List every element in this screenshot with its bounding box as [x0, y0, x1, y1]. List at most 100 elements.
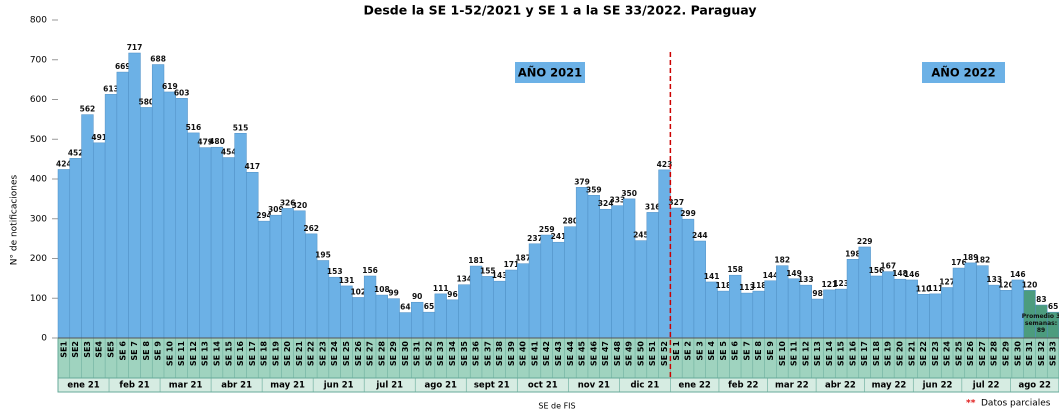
x-tick-label: SE 20: [283, 341, 292, 367]
bar: [670, 207, 683, 339]
y-axis-label: N° de notificaciones: [10, 174, 20, 265]
value-label: 562: [80, 105, 96, 114]
value-label: 187: [515, 254, 531, 263]
x-tick-label: SE 19: [271, 341, 280, 367]
bar: [693, 240, 706, 339]
value-label: 131: [339, 276, 355, 285]
value-label: 452: [68, 148, 84, 157]
bar: [940, 287, 954, 339]
month-label: oct 21: [528, 381, 558, 391]
x-tick-label: SE 33: [1049, 341, 1058, 366]
x-tick-label: SE5: [106, 341, 115, 358]
x-tick-label: SE 39: [507, 341, 516, 367]
x-tick-label: SE 18: [872, 341, 881, 367]
x-tick-label: SE 48: [613, 341, 622, 367]
bar: [399, 312, 412, 339]
x-tick-label: SE 16: [848, 341, 857, 367]
value-label: 64: [400, 303, 410, 312]
x-tick-label: SE 45: [578, 341, 587, 367]
y-tick-label: 400: [30, 175, 47, 185]
bar: [257, 220, 271, 339]
bar: [199, 147, 212, 339]
value-label: 127: [939, 278, 955, 287]
legend-label: Datos parciales: [981, 399, 1051, 409]
month-label: ene 22: [678, 381, 710, 391]
value-label: 359: [586, 185, 602, 194]
month-label: abr 22: [825, 381, 856, 391]
value-label: 156: [869, 266, 885, 275]
x-tick-label: SE 31: [413, 341, 422, 367]
bar: [846, 259, 860, 339]
value-label: 148: [892, 269, 908, 278]
month-label: jul 21: [375, 381, 403, 391]
bar: [799, 284, 812, 339]
value-label: 333: [610, 196, 626, 205]
x-tick-label: SE 7: [130, 341, 139, 361]
value-label: 83: [1036, 295, 1046, 304]
bar: [787, 278, 801, 339]
bar: [552, 241, 565, 339]
value-label: 141: [704, 272, 720, 281]
x-tick-label: SE3: [83, 341, 92, 358]
bar: [128, 52, 141, 339]
value-label: 133: [986, 275, 1002, 284]
y-tick-label: 200: [30, 254, 47, 264]
value-label: 65: [1048, 302, 1058, 311]
x-tick-label: SE1: [59, 341, 68, 358]
value-label: 110: [916, 284, 932, 293]
bar: [964, 262, 977, 339]
value-label: 491: [91, 133, 107, 142]
x-tick-label: SE 11: [790, 341, 799, 367]
value-label: 262: [303, 224, 319, 233]
x-tick-label: SE 22: [307, 341, 316, 366]
x-tick-label: SE 43: [554, 341, 563, 366]
bar: [387, 298, 400, 339]
bar: [246, 171, 259, 339]
value-label: 294: [256, 211, 272, 220]
month-label: abr 21: [221, 381, 252, 391]
bar: [481, 276, 494, 339]
bar: [717, 290, 730, 339]
value-label: 153: [327, 267, 343, 276]
month-label: ene 21: [67, 381, 99, 391]
x-tick-label: SE 15: [224, 341, 233, 367]
bar: [658, 169, 671, 339]
y-tick-label: 300: [30, 214, 47, 224]
annotation: Promedio 3 semanas: 89: [1021, 313, 1059, 334]
value-label: 146: [904, 270, 920, 279]
value-label: 134: [456, 275, 472, 284]
value-label: 259: [539, 225, 555, 234]
bar: [740, 292, 754, 339]
value-label: 613: [103, 84, 119, 93]
bar: [764, 280, 777, 339]
value-label: 133: [798, 275, 814, 284]
x-tick-label: SE 30: [1013, 341, 1022, 367]
bar: [210, 146, 224, 339]
value-label: 113: [739, 283, 755, 292]
value-label: 580: [138, 97, 154, 106]
value-label: 96: [447, 290, 457, 299]
x-tick-label: SE 4: [707, 341, 716, 361]
value-label: 237: [527, 234, 543, 243]
x-tick-label: SE 50: [636, 341, 645, 367]
x-tick-label: SE 17: [248, 341, 257, 366]
x-tick-label: SE 6: [731, 341, 740, 361]
value-label: 516: [186, 123, 202, 132]
x-tick-label: SE 29: [1002, 341, 1011, 367]
x-tick-label: SE2: [71, 341, 80, 358]
value-label: 65: [424, 302, 434, 311]
value-label: 149: [786, 269, 802, 278]
bar: [882, 271, 895, 339]
value-label: 181: [468, 256, 484, 265]
bar: [540, 234, 553, 339]
bar: [929, 293, 942, 339]
bar: [870, 275, 883, 339]
bar: [505, 269, 518, 339]
bar: [599, 208, 612, 339]
bar: [575, 187, 589, 339]
bar: [151, 64, 165, 339]
year-box: [922, 62, 1005, 83]
month-label: may 22: [872, 381, 907, 391]
value-label: 316: [645, 202, 661, 211]
